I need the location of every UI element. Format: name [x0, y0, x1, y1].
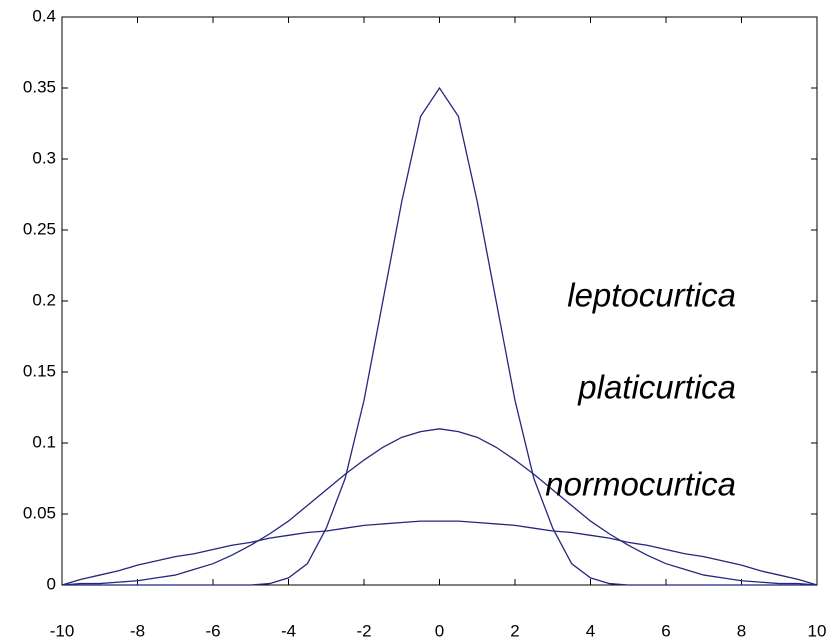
x-tick-label: 4: [586, 621, 595, 640]
y-tick-label: 0.35: [23, 77, 56, 96]
series-line: [61, 520, 818, 586]
curve-label: platicurtica: [577, 369, 736, 406]
y-tick-label: 0.1: [32, 432, 56, 451]
x-tick-label: -8: [130, 621, 145, 640]
y-tick-label: 0.3: [32, 148, 56, 167]
plot-frame: [61, 16, 818, 586]
x-tick-label: -6: [205, 621, 220, 640]
series-line: [62, 86, 817, 586]
curve-label: leptocurtica: [567, 277, 736, 314]
y-tick-label: 0.15: [23, 361, 56, 380]
y-tick-label: 0.4: [32, 6, 56, 25]
curve-label: normocurtica: [545, 466, 736, 503]
x-tick-label: -2: [356, 621, 371, 640]
y-tick-label: 0.05: [23, 503, 56, 522]
x-tick-label: 8: [737, 621, 746, 640]
y-tick-label: 0.2: [32, 290, 56, 309]
x-tick-label: 0: [435, 621, 444, 640]
series-line: [61, 428, 818, 586]
x-tick-label: -4: [281, 621, 296, 640]
y-tick-label: 0: [47, 574, 56, 593]
x-tick-label: -10: [50, 621, 75, 640]
x-tick-label: 6: [661, 621, 670, 640]
x-tick-label: 10: [808, 621, 827, 640]
y-tick-label: 0.25: [23, 219, 56, 238]
x-tick-label: 2: [510, 621, 519, 640]
